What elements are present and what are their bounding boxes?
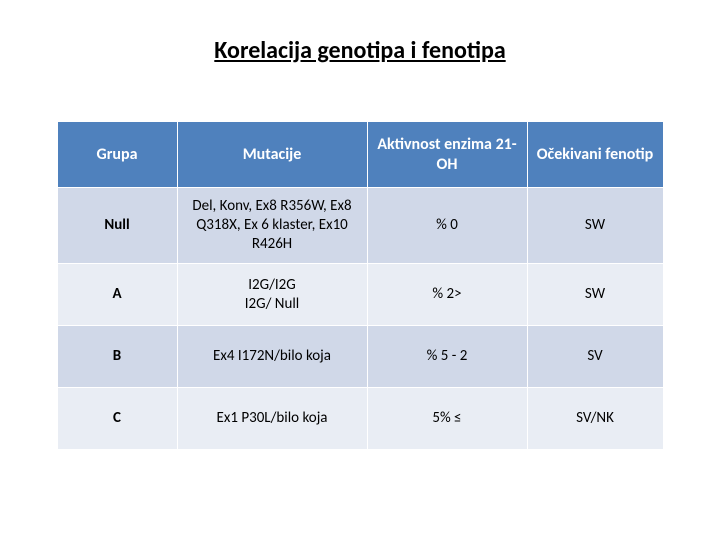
- cell-aktivnost: 5% ≤: [367, 388, 527, 450]
- cell-fenotip: SV/NK: [527, 388, 663, 450]
- cell-grupa: B: [57, 326, 177, 388]
- col-header-grupa: Grupa: [57, 122, 177, 188]
- table-row: A I2G/I2GI2G/ Null % 2> SW: [57, 264, 663, 326]
- genotype-phenotype-table: Grupa Mutacije Aktivnost enzima 21-OH Oč…: [57, 121, 664, 450]
- slide: Korelacija genotipa i fenotipa Grupa Mut…: [0, 0, 720, 540]
- cell-grupa: C: [57, 388, 177, 450]
- slide-title: Korelacija genotipa i fenotipa: [0, 36, 720, 65]
- cell-mutacije: I2G/I2GI2G/ Null: [177, 264, 367, 326]
- table-row: B Ex4 I172N/bilo koja % 5 - 2 SV: [57, 326, 663, 388]
- cell-mutacije: Ex1 P30L/bilo koja: [177, 388, 367, 450]
- cell-grupa: A: [57, 264, 177, 326]
- table-header-row: Grupa Mutacije Aktivnost enzima 21-OH Oč…: [57, 122, 663, 188]
- cell-fenotip: SW: [527, 188, 663, 264]
- cell-aktivnost: % 2>: [367, 264, 527, 326]
- cell-mutacije: Del, Konv, Ex8 R356W, Ex8 Q318X, Ex 6 kl…: [177, 188, 367, 264]
- col-header-fenotip: Očekivani fenotip: [527, 122, 663, 188]
- col-header-mutacije: Mutacije: [177, 122, 367, 188]
- cell-aktivnost: % 0: [367, 188, 527, 264]
- table-row: C Ex1 P30L/bilo koja 5% ≤ SV/NK: [57, 388, 663, 450]
- cell-fenotip: SW: [527, 264, 663, 326]
- cell-fenotip: SV: [527, 326, 663, 388]
- cell-grupa: Null: [57, 188, 177, 264]
- col-header-aktivnost: Aktivnost enzima 21-OH: [367, 122, 527, 188]
- table-row: Null Del, Konv, Ex8 R356W, Ex8 Q318X, Ex…: [57, 188, 663, 264]
- cell-mutacije: Ex4 I172N/bilo koja: [177, 326, 367, 388]
- cell-aktivnost: % 5 - 2: [367, 326, 527, 388]
